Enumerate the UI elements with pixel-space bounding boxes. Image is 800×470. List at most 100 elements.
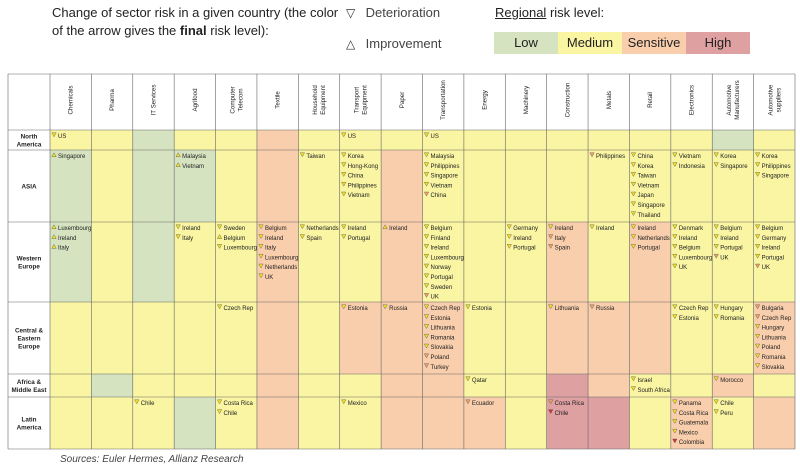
country-label: Taiwan bbox=[306, 154, 325, 160]
country-label: Luxembourg bbox=[224, 246, 257, 252]
source-note: Sources: Euler Hermes, Allianz Research bbox=[60, 454, 244, 465]
country-label: Estonia bbox=[472, 306, 493, 312]
deterioration-arrow-icon bbox=[630, 386, 636, 392]
risk-cell bbox=[670, 222, 713, 302]
country-label: Vietnam bbox=[679, 154, 701, 160]
risk-cell bbox=[256, 222, 299, 302]
country-label: Spain bbox=[555, 246, 570, 252]
deterioration-arrow-icon bbox=[672, 244, 678, 249]
risk-cell bbox=[546, 302, 589, 374]
deterioration-arrow-icon bbox=[423, 162, 430, 168]
country-label: Costa Rica bbox=[679, 411, 709, 417]
deterioration-arrow-icon bbox=[755, 304, 761, 310]
deterioration-arrow-icon bbox=[423, 353, 430, 359]
deterioration-arrow-icon bbox=[630, 211, 636, 217]
deterioration-arrow-icon bbox=[755, 324, 761, 329]
risk-cell bbox=[50, 150, 92, 222]
risk-cell bbox=[712, 397, 754, 449]
country-label: Belgium bbox=[679, 246, 701, 252]
country-label: Vietnam bbox=[182, 164, 204, 170]
country-label: Spain bbox=[306, 236, 321, 242]
deterioration-arrow-icon bbox=[713, 234, 719, 240]
deterioration-arrow-icon bbox=[755, 234, 761, 240]
country-label: Portugal bbox=[720, 246, 742, 252]
deterioration-arrow-icon bbox=[341, 224, 347, 230]
country-label: Germany bbox=[513, 226, 538, 232]
country-label: Belgium bbox=[224, 236, 246, 242]
deterioration-arrow-icon bbox=[341, 191, 347, 197]
risk-cell bbox=[546, 397, 589, 449]
country-label: Israel bbox=[637, 378, 652, 384]
column-header: Chemicals bbox=[68, 86, 75, 115]
region-label: America bbox=[17, 142, 42, 149]
country-label: Belgium bbox=[762, 226, 784, 232]
country-label: Hong-Kong bbox=[348, 164, 378, 170]
deterioration-arrow-icon bbox=[713, 314, 719, 320]
risk-cell bbox=[422, 130, 464, 150]
risk-cell bbox=[463, 222, 506, 302]
deterioration-arrow-icon bbox=[299, 152, 305, 158]
country-label: Estonia bbox=[431, 316, 452, 322]
column-header: Computer bbox=[229, 86, 236, 113]
deterioration-arrow-icon bbox=[423, 234, 430, 240]
country-label: Poland bbox=[431, 355, 450, 361]
deterioration-arrow-icon bbox=[423, 224, 430, 230]
country-label: Lithuania bbox=[555, 306, 580, 312]
country-label: Costa Rica bbox=[224, 401, 254, 407]
country-label: Luxembourg bbox=[679, 255, 712, 261]
deterioration-arrow-icon bbox=[755, 253, 761, 259]
country-label: Sweden bbox=[224, 226, 246, 232]
risk-cell bbox=[463, 374, 506, 397]
deterioration-arrow-icon bbox=[423, 293, 430, 298]
risk-cell bbox=[463, 302, 506, 374]
chart-title: Change of sector risk in a given country… bbox=[52, 5, 339, 38]
risk-cell bbox=[381, 374, 423, 397]
risk-cell bbox=[629, 374, 671, 397]
deterioration-arrow-icon bbox=[423, 244, 430, 249]
risk-cell bbox=[753, 222, 795, 302]
country-label: Korea bbox=[720, 154, 737, 160]
country-label: Hungary bbox=[762, 326, 785, 332]
country-label: Czech Rep bbox=[431, 306, 461, 312]
risk-cell bbox=[215, 130, 257, 150]
risk-cell bbox=[132, 150, 175, 222]
risk-cell bbox=[174, 222, 216, 302]
column-header: Machinery bbox=[523, 85, 530, 114]
risk-cell bbox=[463, 130, 506, 150]
deterioration-arrow-icon bbox=[548, 244, 554, 249]
country-label: Estonia bbox=[348, 306, 369, 312]
risk-cell bbox=[546, 222, 589, 302]
deterioration-arrow-icon bbox=[755, 244, 761, 249]
country-label: Luxembourg bbox=[58, 226, 91, 232]
risk-cell bbox=[588, 397, 630, 449]
risk-cell bbox=[753, 130, 795, 150]
deterioration-arrow-icon bbox=[548, 224, 554, 230]
risk-cell bbox=[50, 302, 92, 374]
country-label: Slovakia bbox=[762, 365, 785, 371]
risk-cell bbox=[546, 130, 589, 150]
country-label: Hungary bbox=[720, 306, 743, 312]
country-label: Lithuania bbox=[762, 335, 787, 341]
region-label: Eastern bbox=[17, 336, 40, 343]
risk-cell bbox=[339, 397, 382, 449]
deterioration-arrow-icon bbox=[341, 181, 347, 187]
deterioration-arrow-icon bbox=[672, 399, 678, 405]
risk-cell bbox=[174, 397, 216, 449]
risk-cell bbox=[712, 130, 754, 150]
country-label: Ireland bbox=[513, 236, 531, 242]
region-label: Latin bbox=[21, 417, 36, 424]
country-label: China bbox=[431, 193, 447, 199]
country-label: Belgium bbox=[431, 226, 453, 232]
country-label: Ireland bbox=[596, 226, 614, 232]
deterioration-arrow-icon bbox=[630, 152, 636, 158]
risk-cell bbox=[505, 302, 547, 374]
risk-cell bbox=[91, 130, 133, 150]
triangle-down-icon: ▽ bbox=[346, 6, 356, 20]
deterioration-arrow-icon bbox=[630, 162, 636, 168]
country-label: Luxembourg bbox=[265, 255, 298, 261]
deterioration-arrow-icon bbox=[713, 253, 719, 259]
deterioration-arrow-icon bbox=[713, 304, 719, 310]
risk-cell bbox=[132, 397, 175, 449]
country-label: Mexico bbox=[348, 401, 368, 407]
